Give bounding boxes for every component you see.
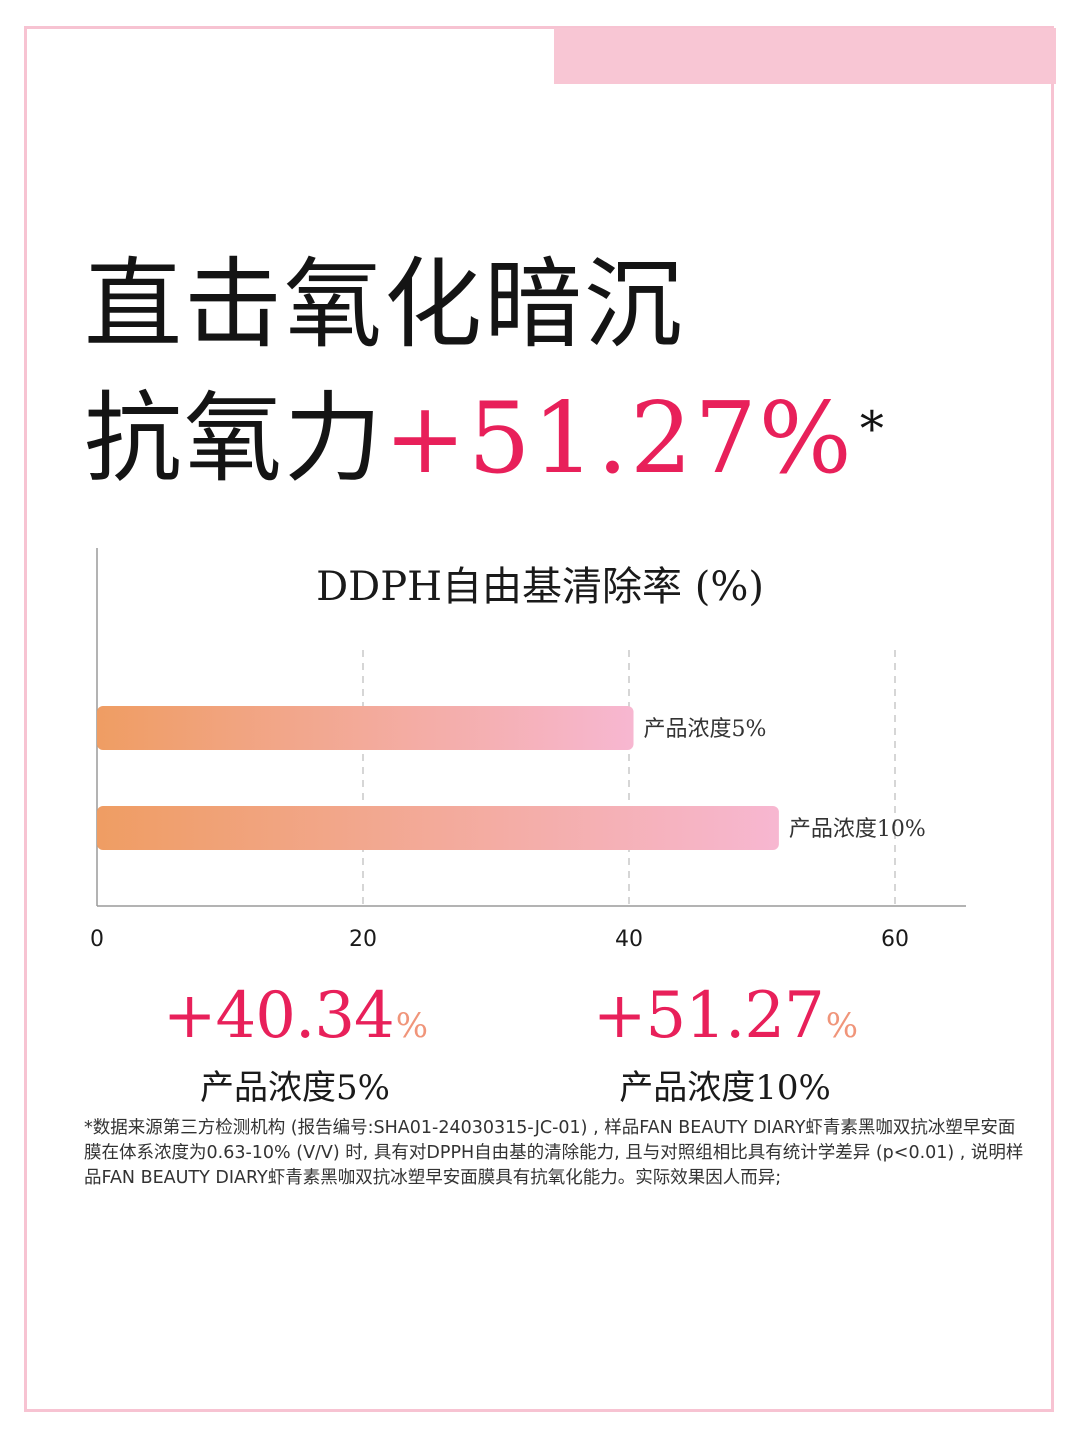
headline-prefix: 抗氧力 (84, 382, 385, 496)
stat-5-percent: +40.34% 产品浓度5% (160, 980, 430, 1110)
bar-1 (97, 706, 634, 750)
headline-line-2: 抗氧力+51.27% * (84, 372, 984, 506)
footnote: *数据来源第三方检测机构 (报告编号:SHA01-24030315-JC-01)… (84, 1118, 1024, 1188)
bar-label-2: 产品浓度10% (789, 817, 926, 842)
stat-10-value: +51.27 (592, 979, 825, 1053)
stat-10-caption: 产品浓度10% (619, 1068, 831, 1108)
x-tick-label-20: 20 (349, 927, 377, 952)
x-tick-label-40: 40 (615, 927, 643, 952)
headline-line-1: 直击氧化暗沉 (84, 248, 685, 362)
headline-footnote-mark: * (859, 401, 886, 457)
headline: 直击氧化暗沉 抗氧力+51.27% * (84, 238, 984, 506)
page-frame (24, 26, 1054, 1412)
headline-value: +51.27% (384, 382, 854, 496)
chart-title: DDPH自由基清除率 (%) (316, 564, 764, 610)
stat-10-percent: +51.27% 产品浓度10% (590, 980, 860, 1110)
pink-corner-tab (554, 28, 1056, 84)
x-tick-label-60: 60 (881, 927, 909, 952)
stat-5-unit: % (395, 1006, 428, 1046)
stat-5-caption: 产品浓度5% (200, 1068, 390, 1108)
x-tick-label-0: 0 (90, 927, 104, 952)
stat-5-value: +40.34 (162, 979, 395, 1053)
stat-10-unit: % (825, 1006, 858, 1046)
bar-label-1: 产品浓度5% (644, 717, 767, 742)
bar-2 (97, 806, 779, 850)
